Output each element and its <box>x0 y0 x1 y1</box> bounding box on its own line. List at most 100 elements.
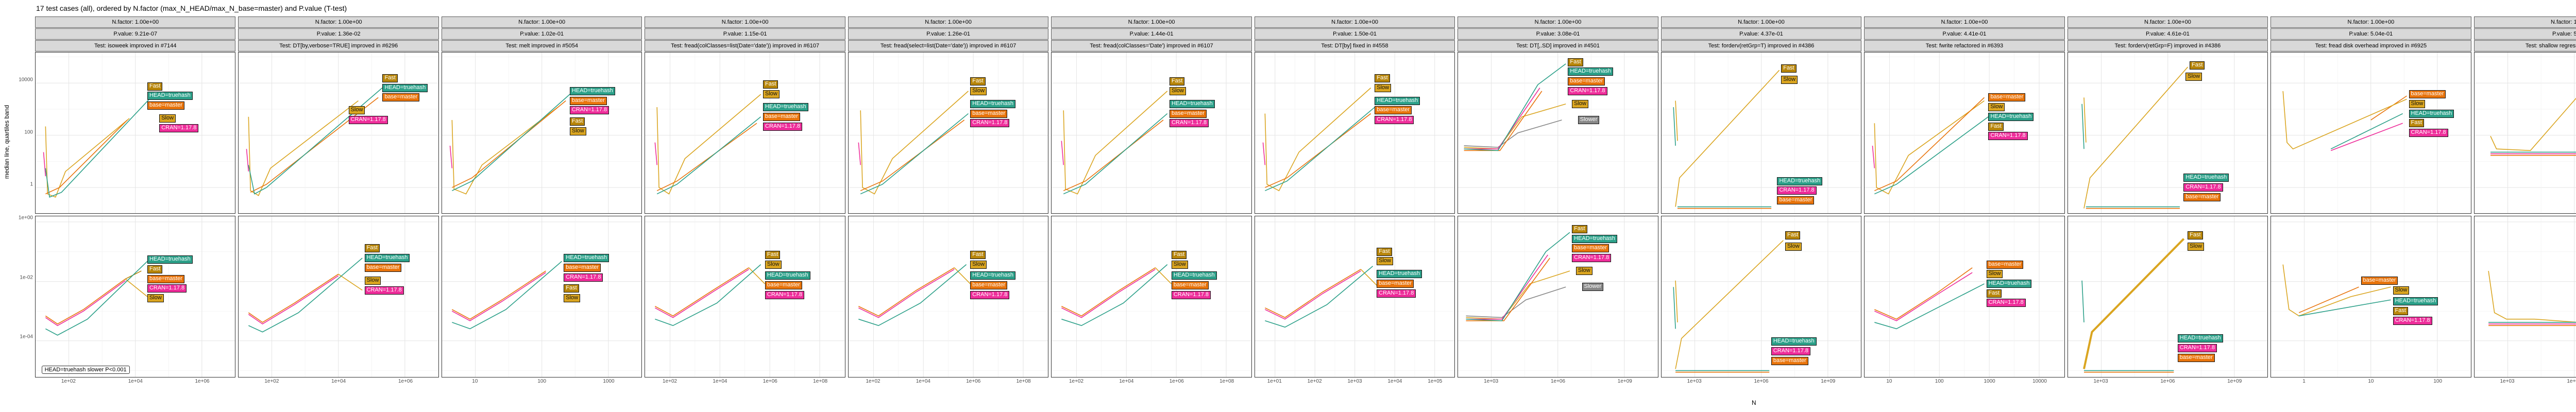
facet-strip-pvalue: P.value: 1.36e-02 <box>238 28 439 40</box>
facet-column-3: N.factor: 1.00e+00 P.value: 1.02e-01 Test:… <box>441 16 642 386</box>
series-line-S <box>1466 271 1570 319</box>
figure-body: median line, quartiles band 10000 100 1 1e+… <box>2 16 2576 386</box>
series-line-S <box>954 268 970 284</box>
plot-panel-kilobytes: Fast Slow HEAD=truehash CRAN=1.17.8 base=mas… <box>2067 52 2268 214</box>
value-label-F: Fast <box>2393 307 2408 316</box>
series-line-B <box>657 123 757 191</box>
facet-strip-pvalue: P.value: 3.08e-01 <box>1458 28 1658 40</box>
plot-panel-kilobytes: HEAD=truehash base=master CRAN=1.17.8 Fast S… <box>441 52 642 214</box>
y-tick-label: 1 <box>30 181 33 187</box>
series-line-H <box>2082 281 2084 322</box>
value-label-C: CRAN=1.17.8 <box>1572 254 1612 263</box>
facet-strip-nfactor: N.factor: 1.00e+00 <box>35 16 236 28</box>
facet-column-11: N.factor: 1.00e+00 P.value: 4.61e-01 Test:… <box>2067 16 2268 386</box>
value-label-S: Slow <box>569 127 586 135</box>
x-axis-tick-labels: 1 10 100 <box>2270 377 2471 386</box>
facet-strip-pvalue: P.value: 1.26e-01 <box>848 28 1049 40</box>
series-line-S <box>2084 67 2188 209</box>
value-label-H: HEAD=truehash <box>970 271 1016 280</box>
value-label-F: Fast <box>765 250 781 259</box>
series-line-H <box>452 94 570 191</box>
value-label-S: Slow <box>970 260 987 269</box>
x-tick-label: 1e+08 <box>813 379 828 384</box>
value-label-B: base=master <box>569 96 607 105</box>
value-label-F: Fast <box>2188 231 2203 240</box>
x-tick-label: 1e+04 <box>713 379 727 384</box>
series-line-B <box>1265 114 1370 188</box>
value-label-C: CRAN=1.17.8 <box>763 122 803 131</box>
value-label-C: CRAN=1.17.8 <box>1986 299 2026 307</box>
value-label-B: base=master <box>1171 281 1209 290</box>
x-tick-label: 1e+08 <box>1219 379 1234 384</box>
x-tick-label: 1e+06 <box>398 379 413 384</box>
value-label-F: Fast <box>2409 119 2424 128</box>
facet-strip-nfactor: N.factor: 1.00e+00 <box>2473 16 2576 28</box>
value-label-H: HEAD=truehash <box>2393 297 2438 306</box>
y-tick-label: 1e-02 <box>20 274 33 281</box>
facet-strip-nfactor: N.factor: 1.00e+00 <box>2067 16 2268 28</box>
value-label-S: Slow <box>364 276 381 285</box>
value-label-B: base=master <box>382 93 420 102</box>
facet-strip-pvalue: P.value: 1.50e-01 <box>1254 28 1455 40</box>
value-label-H: HEAD=truehash <box>1777 177 1823 185</box>
x-tick-label: 10 <box>2368 379 2374 384</box>
facet-strip-nfactor: N.factor: 1.00e+00 <box>1254 16 1455 28</box>
x-tick-label: 10 <box>1886 379 1892 384</box>
series-line-S <box>1875 101 1985 194</box>
plot-panel-kilobytes: base=master Slow HEAD=truehash Fast CRAN=1.1… <box>2270 52 2471 214</box>
value-label-G: Slower <box>1582 283 1604 291</box>
y-tick-label: 100 <box>24 129 33 135</box>
x-tick-label: 1e+06 <box>762 379 777 384</box>
plot-panel-seconds: Fast HEAD=truehash base=master Slow CRAN=1.1… <box>238 216 439 377</box>
series-line-S <box>2490 64 2576 150</box>
value-label-H: HEAD=truehash <box>765 271 810 280</box>
y-tick-label: 1e+00 <box>18 215 33 221</box>
value-label-C: CRAN=1.17.8 <box>1771 347 1811 356</box>
value-label-B: base=master <box>2361 276 2398 285</box>
facet-strip-nfactor: N.factor: 1.00e+00 <box>1458 16 1658 28</box>
value-label-S: Slow <box>1171 260 1188 269</box>
x-tick-label: 100 <box>2433 379 2443 384</box>
series-line-B <box>452 271 546 319</box>
plot-panel-seconds: HEAD=truehash Fast base=master CRAN=1.17.8 S… <box>35 216 236 377</box>
plot-panel-seconds: Fast Slow HEAD=truehash CRAN=1.17.8 base=mas… <box>1660 216 1862 377</box>
series-line-C <box>1875 272 1973 321</box>
series-line-C <box>450 146 452 168</box>
plot-panel-kilobytes: Fast HEAD=truehash base=master CRAN=1.17.8 S… <box>1458 52 1658 214</box>
value-label-H: HEAD=truehash <box>147 255 193 264</box>
x-axis-tick-labels: 1e+02 1e+04 1e+06 1e+08 <box>645 377 845 386</box>
value-label-B: base=master <box>970 281 1008 290</box>
facet-strip-nfactor: N.factor: 1.00e+00 <box>1660 16 1862 28</box>
series-line-G <box>1464 120 1562 147</box>
series-line-H <box>249 88 383 194</box>
facet-strip-test: Test: fread(select=list(Date='date')) im… <box>848 40 1049 52</box>
value-label-H: HEAD=truehash <box>2177 334 2223 343</box>
value-label-G: Slower <box>1578 116 1600 125</box>
facet-strip-test: Test: fread(colClasses=list(Date='date')… <box>645 40 845 52</box>
series-line-C <box>1062 141 1064 165</box>
plot-panel-kilobytes: Fast Slow HEAD=truehash CRAN=1.17.8 base=mas… <box>1660 52 1862 214</box>
x-tick-label: 100 <box>1935 379 1944 384</box>
x-tick-label: 1e+04 <box>331 379 346 384</box>
y-axis-tick-labels: 10000 100 1 1e+00 1e-02 1e-04 <box>11 16 35 386</box>
series-line-S <box>125 279 147 297</box>
value-label-C: CRAN=1.17.8 <box>1169 119 1209 128</box>
facet-strip-nfactor: N.factor: 1.00e+00 <box>441 16 642 28</box>
series-line-B <box>2299 287 2359 313</box>
x-tick-label: 1e+02 <box>61 379 76 384</box>
value-label-C: CRAN=1.17.8 <box>970 290 1010 299</box>
series-line-H <box>1265 266 1372 328</box>
value-label-F: Fast <box>569 117 585 126</box>
facet-column-9: N.factor: 1.00e+00 P.value: 4.37e-01 Test:… <box>1660 16 1862 386</box>
x-tick-label: 1e+03 <box>1347 379 1362 384</box>
series-line-S <box>1675 101 1677 141</box>
x-tick-label: 1e+02 <box>264 379 279 384</box>
x-tick-label: 10000 <box>2032 379 2047 384</box>
plot-panel-seconds: Fast HEAD=truehash base=master CRAN=1.17.8 S… <box>1458 216 1658 377</box>
series-line-S <box>1361 269 1377 285</box>
value-label-B: base=master <box>147 274 184 283</box>
facet-strip-test: Test: melt improved in #5054 <box>441 40 642 52</box>
value-label-H: HEAD=truehash <box>1377 270 1422 279</box>
series-line-H <box>45 99 149 197</box>
y-tick-label: 10000 <box>19 77 33 83</box>
